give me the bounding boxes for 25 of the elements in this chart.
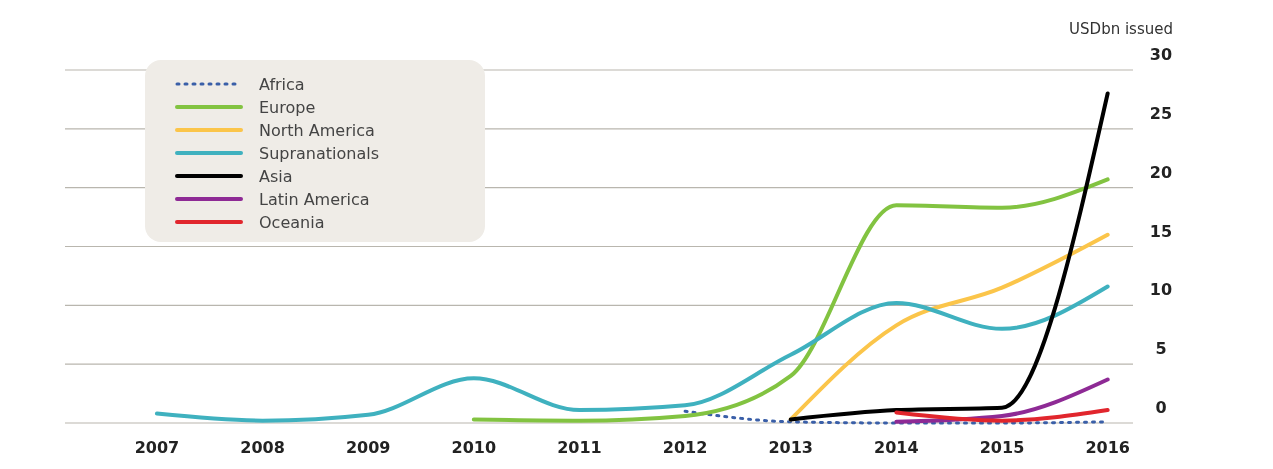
legend-label: Asia xyxy=(259,167,293,186)
y-axis-title: USDbn issued xyxy=(1069,20,1173,38)
x-tick-label: 2013 xyxy=(768,438,813,457)
x-tick-label: 2010 xyxy=(451,438,497,457)
legend-label: North America xyxy=(259,121,375,140)
y-tick-label: 25 xyxy=(1149,103,1173,123)
legend-label: Latin America xyxy=(259,190,370,209)
y-tick-label: 20 xyxy=(1149,162,1173,182)
y-tick-label: 30 xyxy=(1149,45,1173,64)
x-tick-label: 2008 xyxy=(240,438,285,457)
y-tick-label: 0 xyxy=(1155,398,1167,417)
x-tick-label: 2015 xyxy=(979,438,1025,457)
legend-label: Oceania xyxy=(259,213,325,232)
x-tick-label: 2012 xyxy=(662,438,708,457)
legend-label: Europe xyxy=(259,98,316,117)
x-tick-label: 2014 xyxy=(874,438,919,457)
y-tick-label: 15 xyxy=(1149,221,1173,241)
y-tick-label: 10 xyxy=(1149,280,1173,300)
legend-label: Africa xyxy=(259,75,305,94)
x-tick-label: 2016 xyxy=(1085,438,1130,457)
legend-label: Supranationals xyxy=(259,144,380,163)
y-tick-label: 5 xyxy=(1155,339,1167,359)
x-tick-label: 2009 xyxy=(345,438,391,457)
x-tick-label: 2007 xyxy=(134,438,180,457)
x-tick-label: 2011 xyxy=(557,438,602,457)
